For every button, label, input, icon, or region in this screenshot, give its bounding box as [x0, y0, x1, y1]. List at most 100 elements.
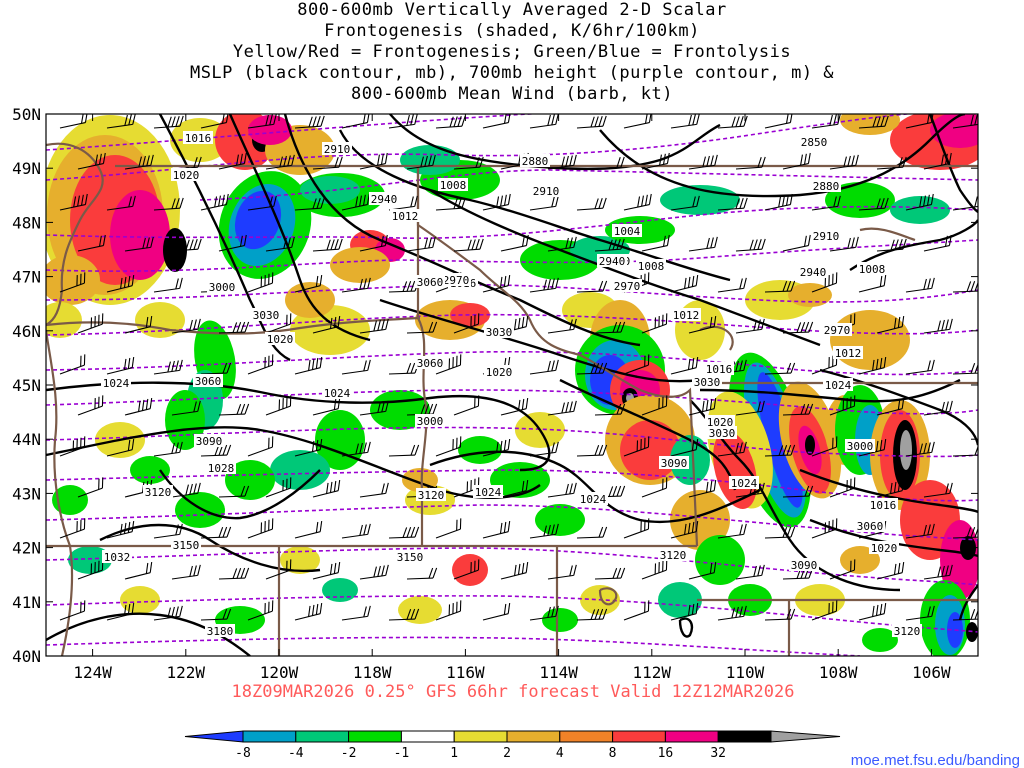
wind-barb [811, 195, 841, 211]
mslp-contour-line [429, 188, 821, 347]
wind-barb [153, 277, 183, 293]
wind-barb [811, 518, 838, 539]
height-label: 3090 [196, 435, 223, 448]
wind-barb [829, 236, 859, 252]
wind-barb [106, 274, 135, 293]
wind-barb [782, 321, 814, 334]
wind-barb [482, 438, 511, 457]
wind-barb [77, 395, 104, 416]
wind-barb [247, 195, 277, 211]
wind-barb [247, 436, 274, 457]
wind-barb [670, 520, 699, 539]
wind-barb [876, 156, 907, 170]
lat-tick-label: 48N [12, 213, 41, 232]
wind-barb [717, 605, 747, 621]
height-label: 2970 [443, 274, 470, 287]
wind-barb [265, 313, 292, 334]
wind-barb [594, 156, 625, 170]
wind-barb [547, 236, 577, 252]
wind-barb [218, 152, 247, 170]
wind-barb [876, 238, 907, 252]
colorbar-segment [717, 730, 772, 743]
wind-barb [576, 362, 608, 375]
wind-barb [782, 485, 814, 498]
wind-barb [623, 354, 650, 375]
wind-barb [923, 318, 953, 334]
wind-barb [782, 152, 811, 170]
wind-barb [782, 403, 814, 416]
height-label: 2910 [533, 185, 560, 198]
wind-barb [717, 523, 747, 539]
wind-barb [218, 403, 250, 416]
wind-barb [641, 477, 668, 498]
wind-barb [829, 154, 859, 170]
wind-barb [359, 564, 389, 580]
wind-barb [124, 561, 153, 580]
wind-barb [547, 482, 577, 498]
wind-barb [406, 154, 436, 170]
wind-barb [594, 403, 626, 416]
wind-barb [641, 559, 668, 580]
title-line-5: 800-600mb Mean Wind (barb, kt) [350, 84, 674, 104]
state-border-line [859, 227, 916, 242]
lon-tick-label: 112W [633, 663, 672, 682]
height-label: 2940 [599, 255, 626, 268]
lat-tick-label: 41N [12, 593, 41, 612]
mslp-label: 1012 [835, 347, 862, 360]
wind-barb [576, 280, 608, 293]
wind-barb [858, 602, 887, 621]
wind-barb [106, 114, 136, 129]
colorbar-segment [453, 730, 508, 743]
credit-link[interactable]: moe.met.fsu.edu/banding [851, 752, 1020, 768]
wind-barb [952, 196, 978, 211]
wind-barb [952, 444, 978, 457]
wind-barb [294, 438, 323, 457]
wind-barb [547, 564, 577, 580]
wind-barb [764, 362, 796, 375]
mslp-label: 1020 [173, 169, 200, 182]
wind-barb [453, 238, 484, 252]
wind-barb [529, 195, 559, 211]
wind-barb [171, 318, 201, 334]
wind-barb [923, 564, 953, 580]
mslp-contour-line [46, 381, 551, 472]
wind-barb [670, 274, 699, 293]
wind-barb [670, 356, 699, 375]
wind-barb [764, 444, 796, 457]
wind-barb [500, 397, 529, 416]
wind-barb [294, 356, 323, 375]
mslp-label: 1020 [267, 333, 294, 346]
height-contour-line [46, 636, 861, 656]
state-border-line [417, 317, 428, 546]
height-label: 3090 [791, 559, 818, 572]
wind-barb [623, 436, 650, 457]
colorbar-tick-label: -1 [394, 746, 410, 761]
wind-barb [876, 397, 905, 416]
height-label: 3150 [397, 551, 424, 564]
wind-barb [905, 523, 935, 539]
lon-tick-label: 110W [726, 663, 765, 682]
height-contour-line [46, 205, 978, 239]
wind-barb [905, 193, 934, 211]
wind-barb [312, 561, 341, 580]
wind-barb [453, 559, 480, 580]
wind-barb [435, 518, 462, 539]
height-label: 3060 [417, 357, 444, 370]
wind-barb [923, 152, 952, 170]
wind-barb [547, 400, 577, 416]
wind-barb [59, 600, 86, 621]
wind-barb [453, 313, 480, 334]
lon-tick-label: 106W [912, 663, 951, 682]
height-label: 3060 [417, 276, 444, 289]
wind-barb [359, 234, 388, 252]
wind-barb [529, 114, 559, 129]
wind-barb [153, 441, 183, 457]
wind-barb [312, 397, 341, 416]
wind-barb [106, 195, 136, 211]
colorbar-tick-label: 1 [450, 746, 458, 761]
height-contour-line [46, 114, 542, 151]
wind-barb [294, 115, 325, 129]
wind-barb [265, 154, 295, 170]
wind-barb [670, 438, 699, 457]
height-label: 2970 [824, 324, 851, 337]
